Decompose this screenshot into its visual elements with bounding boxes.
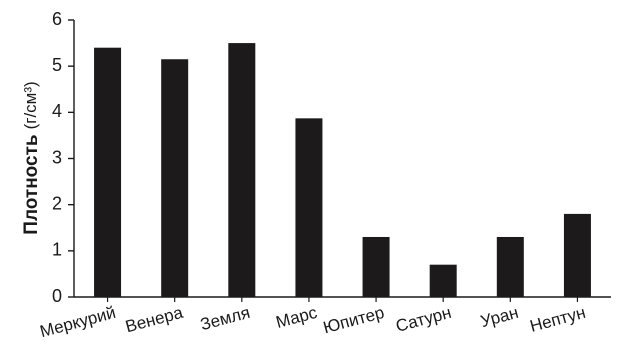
bar — [295, 118, 323, 298]
x-category-label: Венера — [123, 303, 185, 337]
y-tick-label: 3 — [52, 147, 62, 167]
y-tick-label: 4 — [52, 101, 62, 121]
y-tick-label: 6 — [52, 9, 62, 29]
y-tick-label: 5 — [52, 55, 62, 75]
bar — [496, 236, 524, 297]
x-category-label: Марс — [274, 303, 320, 332]
bar — [563, 213, 591, 297]
bar — [362, 236, 390, 297]
x-category-label: Земля — [198, 303, 252, 334]
x-category-label: Сатурн — [394, 303, 454, 336]
bar — [228, 43, 256, 298]
y-axis-title: Плотность (г/см³) — [21, 81, 42, 234]
y-axis-title-unit: (г/см³) — [21, 81, 40, 129]
x-category-label: Уран — [479, 303, 521, 331]
bar — [429, 264, 457, 297]
x-category-label: Нептун — [528, 303, 588, 336]
y-tick-label: 2 — [52, 193, 62, 213]
y-tick-label: 0 — [52, 286, 62, 306]
bar — [94, 47, 122, 298]
y-axis-title-main: Плотность — [21, 134, 42, 234]
axes — [68, 19, 611, 302]
x-category-label: Юпитер — [321, 303, 386, 338]
bars — [94, 43, 591, 298]
y-tick-label: 1 — [52, 240, 62, 260]
x-category-label: Меркурий — [38, 303, 118, 341]
labels: 0 1 2 3 4 5 6 Меркурий Венера Земля Марс Юпитер Сату… — [38, 9, 588, 342]
svg-text:Плотность(г/см³): Плотность (г/см³) — [21, 81, 42, 234]
bar — [161, 59, 189, 297]
